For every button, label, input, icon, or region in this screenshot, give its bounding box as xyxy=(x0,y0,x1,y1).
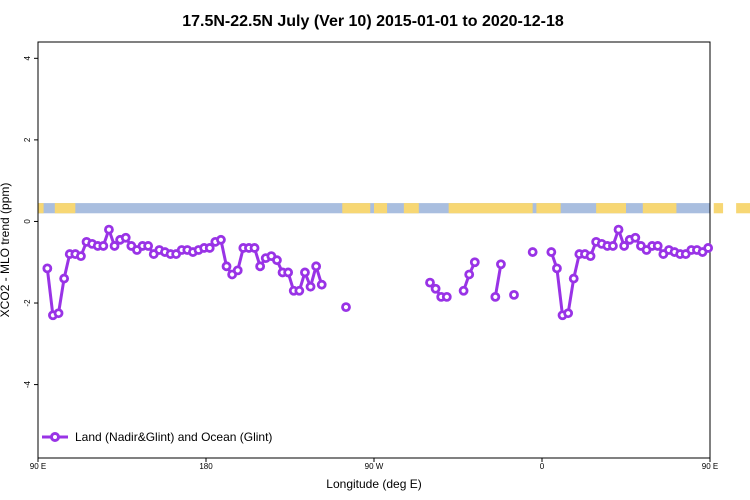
chart-title: 17.5N-22.5N July (Ver 10) 2015-01-01 to … xyxy=(182,13,564,30)
series-0-point-100 xyxy=(703,243,714,253)
series-0-point-55 xyxy=(425,277,435,288)
series-0-point-32 xyxy=(221,261,232,272)
legend-marker xyxy=(50,432,60,442)
series-0-point-2 xyxy=(53,308,64,319)
series-0-point-62 xyxy=(469,257,480,268)
y-axis-label: XCO2 - MLO trend (ppm) xyxy=(0,183,12,318)
land-segment-6 xyxy=(536,203,561,214)
y-tick-label-3: -2 xyxy=(23,299,32,307)
series-0-point-65 xyxy=(490,292,501,302)
series-0-point-76 xyxy=(568,273,579,284)
series-0-point-49 xyxy=(316,279,327,290)
series-0-point-45 xyxy=(294,285,305,296)
x-axis-label: Longitude (deg E) xyxy=(326,477,421,491)
land-segment-4 xyxy=(403,203,419,214)
series-0-point-14 xyxy=(120,232,131,243)
series-0-point-68 xyxy=(509,289,519,300)
series-0-point-85 xyxy=(619,241,630,251)
series-0-point-84 xyxy=(613,224,624,235)
x-tick-label-4: 90 E xyxy=(702,462,718,471)
land-ocean-strip xyxy=(38,203,750,214)
y-tick-label-1: 2 xyxy=(23,137,32,142)
series-0-point-87 xyxy=(630,232,641,243)
y-tick-label-4: -4 xyxy=(23,380,32,388)
x-tick-label-1: 180 xyxy=(199,462,213,471)
series-0-point-70 xyxy=(527,247,538,257)
legend-label: Land (Nadir&Glint) and Ocean (Glint) xyxy=(75,430,272,444)
series-0-point-34 xyxy=(232,265,243,276)
land-segment-5 xyxy=(448,203,533,214)
land-segment-2 xyxy=(342,203,371,214)
x-tick-label-0: 90 E xyxy=(30,462,46,471)
land-segment-9 xyxy=(713,203,724,214)
y-tick-label-0: 4 xyxy=(23,56,32,61)
series-0-point-53 xyxy=(341,302,351,312)
series-0-point-61 xyxy=(464,269,475,280)
series-0-point-10 xyxy=(98,241,109,251)
land-segment-10 xyxy=(736,203,750,214)
x-tick-label-2: 90 W xyxy=(365,462,384,471)
land-segment-8 xyxy=(642,203,677,214)
series-0-point-29 xyxy=(204,243,215,253)
series-0-point-47 xyxy=(305,281,316,292)
series-0-line-4 xyxy=(493,264,503,298)
series-0-point-18 xyxy=(143,241,154,251)
x-tick-label-3: 0 xyxy=(540,462,545,471)
series-layer xyxy=(42,224,714,321)
series-0-point-46 xyxy=(300,267,310,278)
series-0-point-12 xyxy=(109,241,120,251)
series-0-point-37 xyxy=(249,243,260,253)
y-tick-label-2: 0 xyxy=(23,219,32,224)
series-0-point-3 xyxy=(59,273,70,284)
series-0-point-75 xyxy=(563,308,574,319)
series-0-point-58 xyxy=(441,292,452,302)
series-0-point-79 xyxy=(585,251,596,262)
legend: Land (Nadir&Glint) and Ocean (Glint) xyxy=(42,430,272,444)
series-0-point-43 xyxy=(283,267,294,278)
series-0-point-31 xyxy=(216,234,226,245)
land-segment-3 xyxy=(374,203,388,214)
series-0-point-60 xyxy=(458,285,469,296)
series-0-point-66 xyxy=(496,259,506,270)
series-0-point-91 xyxy=(652,241,663,251)
series-0-point-72 xyxy=(546,247,557,257)
land-segment-0 xyxy=(38,203,44,214)
series-0-point-38 xyxy=(255,261,266,272)
series-0-point-73 xyxy=(552,263,562,274)
series-0-point-83 xyxy=(608,241,618,251)
series-0-point-6 xyxy=(76,251,86,262)
land-segment-1 xyxy=(54,203,76,214)
series-0-point-0 xyxy=(42,263,53,274)
series-0-point-48 xyxy=(311,261,322,272)
series-0-point-11 xyxy=(104,224,114,235)
series-0-point-56 xyxy=(430,283,441,294)
y-axis: 4 2 0 -2 -4 xyxy=(23,56,38,388)
series-0-point-41 xyxy=(272,255,282,266)
land-segment-7 xyxy=(596,203,626,214)
